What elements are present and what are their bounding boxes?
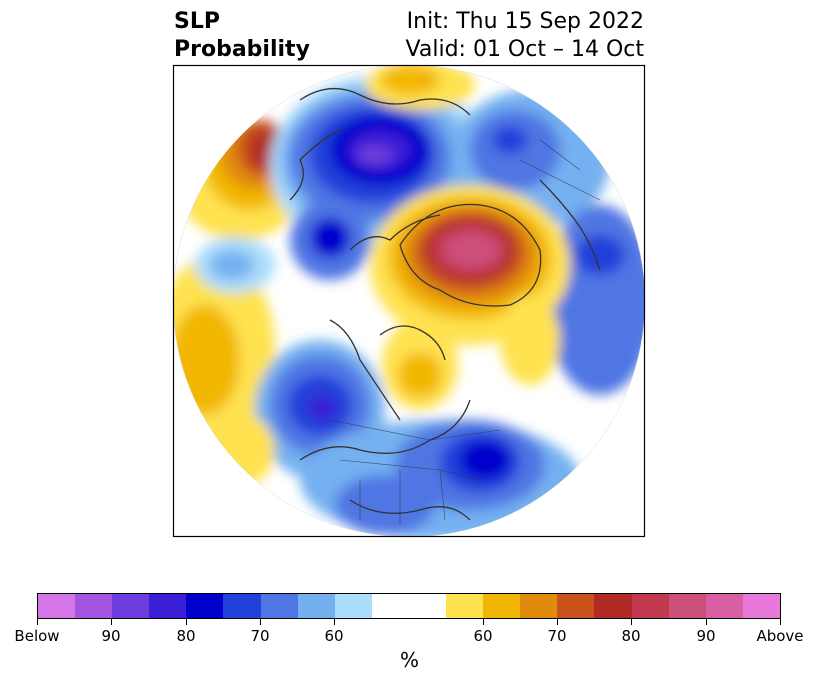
colorbar-tick-label: 80 — [621, 627, 641, 645]
colorbar-unit-label: % — [399, 648, 419, 672]
colorbar-tick-label: Below — [14, 627, 60, 645]
colorbar-swatch — [371, 594, 409, 618]
colorbar-tick — [706, 619, 707, 625]
colorbar-tick — [483, 619, 484, 625]
title-right: Init: Thu 15 Sep 2022 Valid: 01 Oct – 14… — [405, 9, 644, 62]
colorbar-swatch — [705, 594, 743, 618]
colorbar-tick-label: 60 — [324, 627, 344, 645]
colorbar-swatch — [112, 594, 150, 618]
colorbar-swatch — [223, 594, 261, 618]
colorbar-tick — [780, 619, 781, 625]
title-left: SLP Probability — [174, 9, 310, 62]
colorbar-tick-label: 70 — [547, 627, 567, 645]
colorbar — [37, 593, 781, 619]
colorbar-tick — [557, 619, 558, 625]
colorbar-tick — [631, 619, 632, 625]
colorbar-tick — [37, 619, 38, 625]
coastlines — [289, 87, 611, 521]
colorbar-swatch — [334, 594, 372, 618]
colorbar-tick-label: 80 — [176, 627, 196, 645]
colorbar-swatch — [742, 594, 780, 618]
colorbar-swatch — [186, 594, 224, 618]
colorbar-tick — [186, 619, 187, 625]
colorbar-tick-label: 90 — [696, 627, 716, 645]
colorbar-swatch — [483, 594, 521, 618]
colorbar-swatch — [446, 594, 484, 618]
colorbar-swatch — [297, 594, 335, 618]
colorbar-swatch — [149, 594, 187, 618]
colorbar-swatch — [668, 594, 706, 618]
colorbar-swatch — [594, 594, 632, 618]
colorbar-swatch — [260, 594, 298, 618]
probability-fields — [173, 65, 645, 537]
colorbar-ticks: Below 90 80 70 60 60 70 80 90 Above — [14, 619, 804, 649]
colorbar-swatch — [75, 594, 113, 618]
borders — [329, 139, 601, 525]
colorbar-tick-label: 70 — [250, 627, 270, 645]
colorbar-swatch — [520, 594, 558, 618]
colorbar-swatch — [631, 594, 669, 618]
map-frame — [172, 64, 646, 538]
colorbar-swatch — [557, 594, 595, 618]
colorbar-tick-label: Above — [756, 627, 804, 645]
colorbar-tick-label: 90 — [101, 627, 121, 645]
colorbar-tick-label: 60 — [473, 627, 493, 645]
colorbar-swatch — [408, 594, 447, 618]
colorbar-swatch — [38, 594, 76, 618]
colorbar-tick — [111, 619, 112, 625]
colorbar-tick — [260, 619, 261, 625]
colorbar-tick — [334, 619, 335, 625]
